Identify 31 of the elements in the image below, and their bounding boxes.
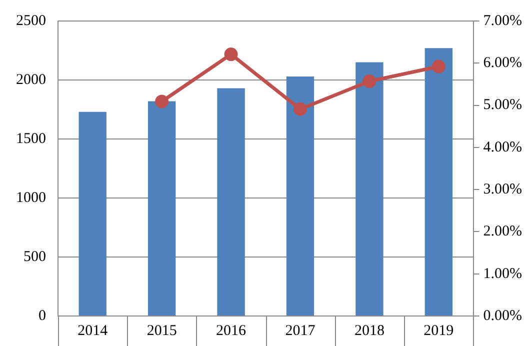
y2-tick-label: 7.00% <box>483 12 522 29</box>
y2-tick-label: 5.00% <box>483 97 522 114</box>
y2-tick-label: 1.00% <box>483 266 522 282</box>
bar <box>78 112 106 316</box>
point <box>224 48 238 62</box>
x-tick-label: 2019 <box>424 322 454 339</box>
y2-tick-label: 2.00% <box>483 224 522 240</box>
bar <box>356 62 384 316</box>
bar <box>148 101 176 316</box>
bar <box>286 76 314 316</box>
x-tick-label: 2018 <box>354 322 384 339</box>
point <box>362 74 376 88</box>
y2-tick-label: 4.00% <box>483 139 522 156</box>
point <box>293 102 307 116</box>
y2-tick-label: 6.00% <box>483 55 522 72</box>
y-tick-label: 2000 <box>16 72 46 88</box>
y-tick-label: 0 <box>38 308 46 324</box>
bar <box>424 48 452 316</box>
y2-tick-label: 3.00% <box>483 182 522 198</box>
point <box>432 60 446 74</box>
x-tick-label: 2017 <box>285 322 316 339</box>
y-tick-label: 1500 <box>16 130 46 147</box>
y-tick-label: 1000 <box>16 190 46 206</box>
bar <box>217 88 245 316</box>
y-tick-label: 500 <box>24 248 46 265</box>
y-tick-label: 2500 <box>16 12 46 29</box>
point <box>155 94 169 108</box>
y2-tick-label: 0.00% <box>483 308 522 324</box>
x-tick-label: 2016 <box>216 322 247 339</box>
x-tick-label: 2014 <box>78 322 108 339</box>
x-tick-label: 2015 <box>146 322 177 339</box>
